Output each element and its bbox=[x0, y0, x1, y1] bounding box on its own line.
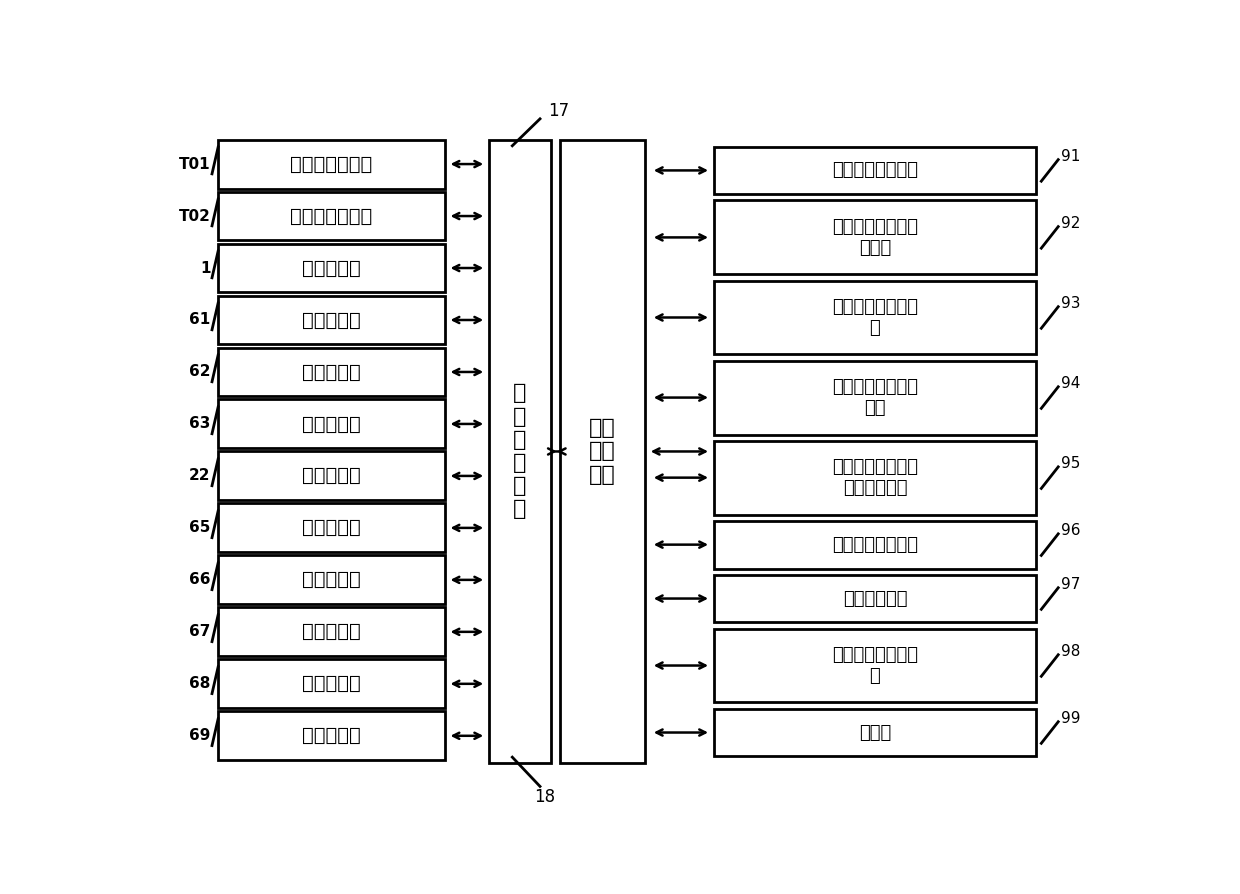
Bar bbox=[218, 607, 444, 656]
Text: 91: 91 bbox=[1061, 149, 1081, 164]
Bar bbox=[218, 348, 444, 396]
Text: T01: T01 bbox=[179, 156, 211, 172]
Text: 加热器短路保护模
块: 加热器短路保护模 块 bbox=[832, 646, 918, 685]
Text: 输油泵输入端油温
阈值控制模块: 输油泵输入端油温 阈值控制模块 bbox=[832, 459, 918, 497]
Bar bbox=[714, 628, 1035, 703]
Bar bbox=[218, 451, 444, 501]
Text: 94: 94 bbox=[1061, 376, 1081, 392]
Bar bbox=[218, 503, 444, 552]
Text: 第六加热器: 第六加热器 bbox=[303, 570, 361, 589]
Text: 第一加热器: 第一加热器 bbox=[303, 310, 361, 330]
Text: 61: 61 bbox=[190, 313, 211, 327]
Text: 油箱温度阈值设置
模块: 油箱温度阈值设置 模块 bbox=[832, 378, 918, 417]
Text: 18: 18 bbox=[534, 789, 556, 806]
Bar bbox=[560, 139, 645, 763]
Bar bbox=[218, 712, 444, 760]
Text: 22: 22 bbox=[188, 468, 211, 484]
Text: 红外加热器: 红外加热器 bbox=[303, 258, 361, 277]
Text: 第七加热器: 第七加热器 bbox=[303, 622, 361, 641]
Text: 第八加热器: 第八加热器 bbox=[303, 674, 361, 694]
Bar bbox=[714, 200, 1035, 274]
Text: 漏电保护模块: 漏电保护模块 bbox=[843, 589, 908, 608]
Text: 柴油级别设置模块: 柴油级别设置模块 bbox=[832, 162, 918, 180]
Text: 99: 99 bbox=[1061, 711, 1081, 726]
Text: 第二油温传感器: 第二油温传感器 bbox=[290, 207, 372, 225]
Text: 68: 68 bbox=[188, 677, 211, 691]
Text: 62: 62 bbox=[188, 365, 211, 379]
Bar bbox=[218, 555, 444, 604]
Text: 第四加热器: 第四加热器 bbox=[303, 467, 361, 485]
Text: 显示屏: 显示屏 bbox=[859, 723, 892, 741]
Text: 温
度
获
取
模
块: 温 度 获 取 模 块 bbox=[513, 384, 527, 519]
Bar bbox=[218, 191, 444, 240]
Text: 66: 66 bbox=[188, 572, 211, 587]
Bar bbox=[714, 147, 1035, 194]
Bar bbox=[714, 709, 1035, 756]
Bar bbox=[218, 296, 444, 344]
Text: 92: 92 bbox=[1061, 216, 1081, 231]
Bar bbox=[714, 521, 1035, 569]
Bar bbox=[714, 441, 1035, 515]
Text: 第一油温传感器: 第一油温传感器 bbox=[290, 155, 372, 173]
Text: 95: 95 bbox=[1061, 456, 1081, 471]
Bar bbox=[218, 139, 444, 189]
Text: T02: T02 bbox=[179, 208, 211, 224]
Text: 第三加热器: 第三加热器 bbox=[303, 415, 361, 434]
Text: 温控
处理
模块: 温控 处理 模块 bbox=[589, 418, 616, 485]
Text: 第九加热器: 第九加热器 bbox=[303, 726, 361, 746]
Text: 93: 93 bbox=[1061, 296, 1081, 311]
Bar bbox=[714, 360, 1035, 434]
Text: 17: 17 bbox=[548, 102, 569, 120]
Text: 油加热启动温度设
置模块: 油加热启动温度设 置模块 bbox=[832, 218, 918, 257]
Text: 第五加热器: 第五加热器 bbox=[303, 519, 361, 537]
Text: 第二加热器: 第二加热器 bbox=[303, 362, 361, 382]
Bar bbox=[714, 281, 1035, 354]
Bar bbox=[714, 575, 1035, 622]
Text: 65: 65 bbox=[188, 520, 211, 536]
Text: 69: 69 bbox=[188, 729, 211, 743]
Text: 1: 1 bbox=[200, 260, 211, 275]
Text: 98: 98 bbox=[1061, 645, 1081, 659]
Text: 67: 67 bbox=[188, 624, 211, 639]
Text: 柴油级别设置旋钮: 柴油级别设置旋钮 bbox=[832, 536, 918, 553]
Text: 96: 96 bbox=[1061, 523, 1081, 538]
Bar bbox=[218, 660, 444, 708]
Bar bbox=[490, 139, 551, 763]
Text: 油温上限值设置模
块: 油温上限值设置模 块 bbox=[832, 298, 918, 337]
Text: 97: 97 bbox=[1061, 578, 1081, 592]
Bar bbox=[218, 400, 444, 449]
Text: 63: 63 bbox=[188, 417, 211, 432]
Bar bbox=[218, 243, 444, 292]
